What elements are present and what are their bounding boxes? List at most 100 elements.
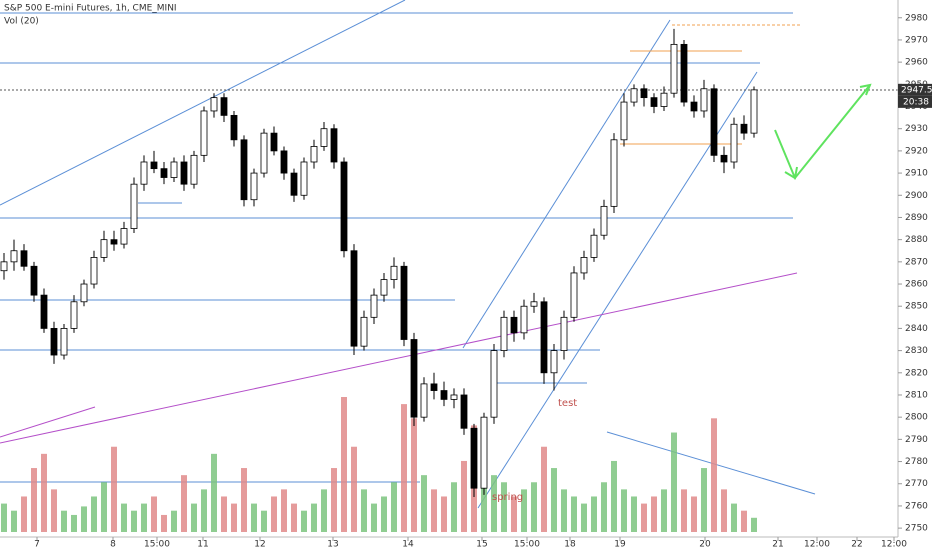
candle-body xyxy=(400,265,408,340)
candle-body xyxy=(660,92,668,107)
candle-body xyxy=(280,150,288,174)
candle-body xyxy=(190,154,198,185)
volume-bar xyxy=(491,475,497,532)
candle-body xyxy=(500,316,508,352)
candle-body xyxy=(420,383,428,418)
volume-bar xyxy=(431,489,437,532)
volume-bar xyxy=(721,489,727,532)
volume-bar xyxy=(261,510,267,532)
volume-bar xyxy=(351,446,357,532)
volume-bar xyxy=(251,503,257,532)
volume-bar xyxy=(51,489,57,532)
candle-body xyxy=(730,123,738,163)
candle-body xyxy=(200,110,208,156)
candle-body xyxy=(710,88,718,156)
volume-bar xyxy=(291,503,297,532)
volume-bar xyxy=(141,503,147,532)
volume-bar xyxy=(701,468,707,532)
candle-body xyxy=(590,234,598,258)
candle-body xyxy=(340,161,348,252)
volume-bar xyxy=(631,496,637,532)
candle-body xyxy=(370,294,378,318)
x-tick-label: 13 xyxy=(327,540,338,550)
volume-bar xyxy=(741,510,747,532)
volume-bar xyxy=(171,510,177,532)
volume-label: Vol (20) xyxy=(4,17,39,27)
candle-body xyxy=(240,139,248,201)
x-tick-label: 18 xyxy=(564,540,576,550)
candle-body xyxy=(60,328,68,356)
candle-body xyxy=(630,88,638,103)
candle-body xyxy=(100,239,108,258)
candle-body xyxy=(140,161,148,185)
annotation: test xyxy=(558,398,577,409)
arrow-head xyxy=(859,83,872,96)
y-tick-label: 2900 xyxy=(905,191,928,201)
last-price-box xyxy=(898,83,932,96)
volume-bar xyxy=(551,468,557,532)
countdown-box xyxy=(898,95,932,108)
channel-line xyxy=(477,71,758,509)
volume-bar xyxy=(201,489,207,532)
volume-bar xyxy=(601,482,607,532)
chart-title: S&P 500 E-mini Futures, 1h, CME_MINI xyxy=(4,4,177,14)
volume-bar xyxy=(221,496,227,532)
volume-bar xyxy=(371,503,377,532)
volume-bar xyxy=(611,460,617,532)
y-tick-label: 2810 xyxy=(905,390,928,400)
volume-bar xyxy=(521,489,527,532)
volume-bar xyxy=(71,514,77,532)
candle-body xyxy=(320,128,328,147)
volume-bar xyxy=(11,510,17,532)
trend-line xyxy=(0,0,406,206)
candle-body xyxy=(360,316,368,347)
candle-body xyxy=(460,394,468,429)
volume-bar xyxy=(101,482,107,532)
volume-bar xyxy=(421,475,427,532)
volume-bar xyxy=(391,482,397,532)
volume-bar xyxy=(581,503,587,532)
volume-bar xyxy=(181,475,187,532)
candle-body xyxy=(210,97,218,112)
candle-body xyxy=(750,89,758,134)
volume-bar xyxy=(461,460,467,532)
volume-bar xyxy=(21,496,27,532)
candle-body xyxy=(390,265,398,280)
candle-body xyxy=(110,239,118,245)
volume-bar xyxy=(331,468,337,532)
volume-bar xyxy=(321,489,327,532)
volume-bar xyxy=(541,446,547,532)
annotation: spring xyxy=(492,492,523,503)
y-tick-label: 2910 xyxy=(905,169,928,179)
y-tick-label: 2980 xyxy=(905,13,928,23)
candle-body xyxy=(50,328,58,356)
candle-body xyxy=(80,283,88,303)
volume-bar xyxy=(641,503,647,532)
x-tick-label: 21 xyxy=(772,540,783,550)
volume-bar xyxy=(571,496,577,532)
x-tick-label: 19 xyxy=(614,540,626,550)
candle-body xyxy=(450,394,458,400)
volume-bar xyxy=(731,503,737,532)
candle-body xyxy=(40,294,48,329)
candle-body xyxy=(180,161,188,185)
volume-bar xyxy=(211,453,217,532)
candle-body xyxy=(690,101,698,112)
candle-body xyxy=(30,265,38,296)
volume-bar xyxy=(751,517,757,532)
candle-body xyxy=(300,161,308,196)
x-tick-label: 12:00 xyxy=(881,540,907,550)
volume-bar xyxy=(591,496,597,532)
volume-bar xyxy=(41,453,47,532)
y-tick-label: 2780 xyxy=(905,457,928,467)
candle-body xyxy=(410,339,418,418)
y-tick-label: 2820 xyxy=(905,368,928,378)
x-tick-label: 20 xyxy=(699,540,711,550)
volume-bar xyxy=(501,482,507,532)
trend-line xyxy=(0,406,96,438)
volume-bar xyxy=(91,496,97,532)
candle-body xyxy=(550,350,558,374)
volume-bar xyxy=(241,468,247,532)
volume-bar xyxy=(621,489,627,532)
volume-bar xyxy=(121,503,127,532)
